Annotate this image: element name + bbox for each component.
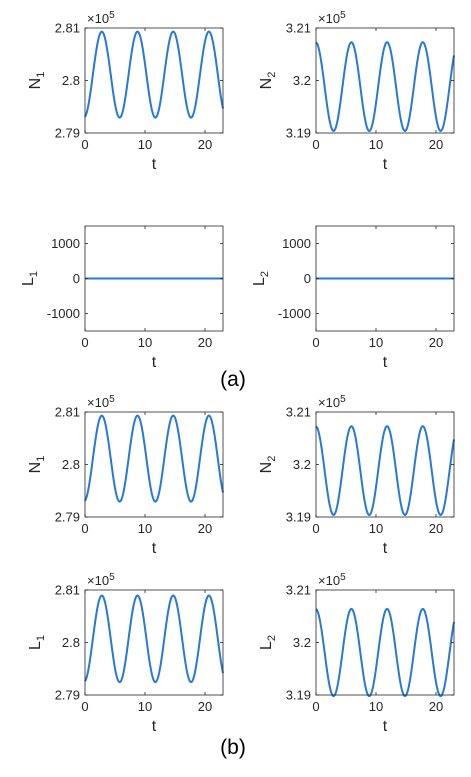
x-tick-label: 10 xyxy=(138,137,152,152)
y-tick-label: 2.81 xyxy=(55,405,80,420)
y-tick-label: 1000 xyxy=(282,236,311,251)
x-tick-label: 20 xyxy=(429,335,443,350)
x-axis-label: t xyxy=(383,354,388,371)
panel-label-a: (a) xyxy=(220,368,246,391)
x-tick-label: 0 xyxy=(81,521,88,536)
x-tick-label: 0 xyxy=(312,521,319,536)
series-line xyxy=(84,30,224,119)
x-tick-label: 20 xyxy=(429,699,443,714)
y-tick-label: -1000 xyxy=(47,306,80,321)
x-tick-label: 10 xyxy=(369,521,383,536)
x-tick-label: 20 xyxy=(429,137,443,152)
y-exponent-label: ×105 xyxy=(87,572,115,588)
x-axis-label: t xyxy=(152,354,157,371)
x-tick-label: 20 xyxy=(198,521,212,536)
x-tick-label: 0 xyxy=(312,137,319,152)
panel-label-b: (b) xyxy=(220,736,246,759)
y-tick-label: 2.8 xyxy=(62,635,80,650)
y-exponent-label: ×105 xyxy=(318,572,346,588)
y-tick-label: 2.81 xyxy=(55,21,80,36)
x-tick-label: 0 xyxy=(312,335,319,350)
x-tick-label: 20 xyxy=(198,335,212,350)
y-exponent-label: ×105 xyxy=(318,394,346,410)
x-tick-label: 0 xyxy=(81,137,88,152)
x-axis-label: t xyxy=(152,540,157,557)
x-tick-label: 10 xyxy=(369,335,383,350)
x-tick-label: 0 xyxy=(81,699,88,714)
y-tick-label: 2.8 xyxy=(62,457,80,472)
x-tick-label: 10 xyxy=(138,699,152,714)
y-tick-label: 2.79 xyxy=(55,510,80,525)
y-tick-label: 2.81 xyxy=(55,583,80,598)
y-tick-label: 3.2 xyxy=(293,635,311,650)
y-tick-label: 3.21 xyxy=(286,583,311,598)
x-tick-label: 10 xyxy=(369,137,383,152)
series-line xyxy=(84,594,224,684)
y-tick-label: 2.8 xyxy=(62,73,80,88)
x-tick-label: 20 xyxy=(198,699,212,714)
y-exponent-label: ×105 xyxy=(87,394,115,410)
y-tick-label: 3.21 xyxy=(286,21,311,36)
y-tick-label: 1000 xyxy=(51,236,80,251)
y-tick-label: 3.2 xyxy=(293,73,311,88)
y-tick-label: 3.19 xyxy=(286,126,311,141)
x-tick-label: 20 xyxy=(198,137,212,152)
y-tick-label: 2.79 xyxy=(55,126,80,141)
series-line xyxy=(315,607,455,698)
x-tick-label: 20 xyxy=(429,521,443,536)
y-tick-label: 3.19 xyxy=(286,688,311,703)
y-exponent-label: ×105 xyxy=(318,10,346,26)
x-tick-label: 10 xyxy=(138,335,152,350)
y-tick-label: 2.79 xyxy=(55,688,80,703)
y-exponent-label: ×105 xyxy=(87,10,115,26)
y-tick-label: 3.2 xyxy=(293,457,311,472)
series-line xyxy=(315,41,455,132)
x-tick-label: 10 xyxy=(369,699,383,714)
x-axis-label: t xyxy=(383,540,388,557)
x-axis-label: t xyxy=(383,156,388,173)
x-axis-label: t xyxy=(152,156,157,173)
x-tick-label: 0 xyxy=(81,335,88,350)
x-axis-label: t xyxy=(383,718,388,735)
x-axis-label: t xyxy=(152,718,157,735)
x-tick-label: 0 xyxy=(312,699,319,714)
series-line xyxy=(84,414,224,503)
y-tick-label: 0 xyxy=(73,271,80,286)
y-tick-label: -1000 xyxy=(278,306,311,321)
series-line xyxy=(315,425,455,516)
y-tick-label: 0 xyxy=(304,271,311,286)
x-tick-label: 10 xyxy=(138,521,152,536)
y-tick-label: 3.21 xyxy=(286,405,311,420)
y-tick-label: 3.19 xyxy=(286,510,311,525)
